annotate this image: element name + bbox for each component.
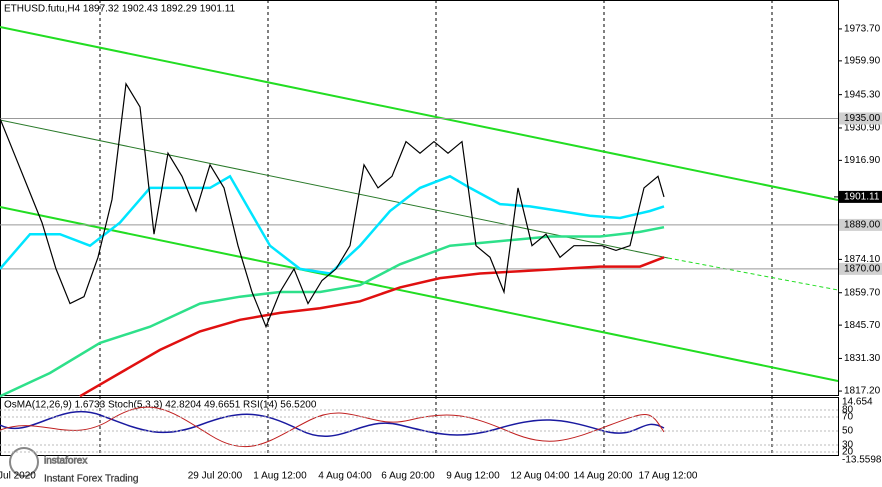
series-line	[79, 256, 665, 398]
x-tick-label: 9 Aug 12:00	[446, 471, 500, 482]
osc-tick-label: 50	[842, 426, 854, 437]
vertical-grid	[99, 0, 773, 455]
trend-middle-ext	[667, 257, 839, 291]
series-line	[0, 225, 665, 398]
x-tick-label: 4 Aug 04:00	[318, 471, 372, 482]
osc-title: OsMA(12,26,9) 1.6733 Stoch(5,3,3) 42.820…	[4, 400, 317, 411]
logo-subtitle: Instant Forex Trading	[44, 474, 139, 485]
trend-middle	[0, 119, 669, 259]
y-tick-label: 1930.90	[844, 123, 881, 134]
main-frame	[0, 0, 839, 396]
x-tick-label: 1 Aug 12:00	[253, 471, 307, 482]
y-tick-label: 1945.30	[844, 89, 881, 100]
osc-tick-label: 20	[842, 447, 854, 458]
channel-upper	[0, 26, 839, 201]
osc-frame	[0, 397, 839, 456]
osc-line	[0, 410, 665, 437]
y-tick-label: 1845.70	[844, 320, 881, 331]
osc-bottom-label: -13.5598	[842, 455, 882, 466]
level-label: 1870.00	[844, 264, 881, 275]
level-box	[839, 262, 882, 275]
logo: instaforex Instant Forex Trading	[9, 447, 139, 485]
x-tick-label: 14 Aug 20:00	[574, 471, 633, 482]
logo-icon	[9, 447, 39, 477]
osc-signal	[0, 406, 665, 448]
level-label: 1935.00	[844, 113, 881, 124]
last-price-label: 1901.11	[844, 192, 880, 203]
series-line	[0, 82, 665, 329]
x-tick-label: 6 Aug 20:00	[381, 471, 435, 482]
osc-tick-label: 70	[842, 412, 854, 423]
level-box	[839, 112, 882, 125]
x-tick-label: 17 Aug 12:00	[639, 471, 698, 482]
y-tick-label: 1831.30	[844, 353, 881, 364]
osc-top-label: 14.654	[842, 397, 873, 408]
y-tick-label: 1916.90	[844, 155, 881, 166]
level-box	[839, 218, 882, 231]
y-tick-label: 1973.70	[844, 24, 881, 35]
x-tick-label: 29 Jul 20:00	[188, 471, 243, 482]
logo-text: instaforex	[44, 456, 87, 467]
x-tick-label: 21 Jul 2020	[0, 471, 36, 482]
channel-lower	[0, 206, 839, 382]
y-tick-label: 1817.20	[844, 386, 881, 397]
trend-lines	[0, 26, 839, 382]
x-tick-label: 12 Aug 04:00	[511, 471, 570, 482]
y-tick-label: 1874.10	[844, 254, 881, 265]
level-label: 1889.00	[844, 220, 881, 231]
chart-title: ETHUSD.futu,H4 1897.32 1902.43 1892.29 1…	[4, 4, 236, 15]
osc-tick-label: 30	[842, 440, 854, 451]
last-price-box	[839, 190, 882, 203]
y-tick-label: 1959.90	[844, 55, 881, 66]
osc-tick-label: 80	[842, 405, 854, 416]
y-tick-label: 1859.70	[844, 287, 881, 298]
